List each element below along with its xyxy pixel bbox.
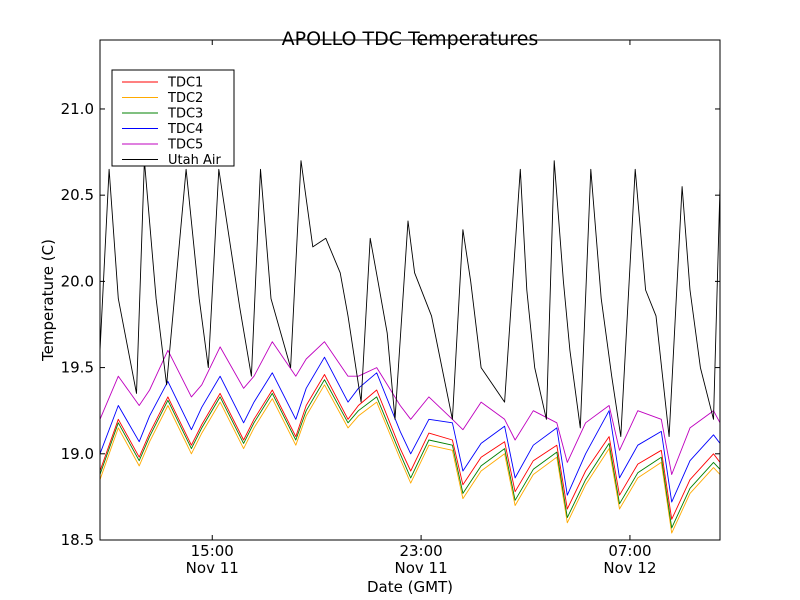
y-tick-label: 20.0 bbox=[61, 272, 94, 290]
x-tick-time-label: 15:00 bbox=[191, 542, 234, 560]
series-layer bbox=[99, 160, 721, 534]
legend-label: TDC3 bbox=[167, 107, 203, 122]
y-tick-label: 19.0 bbox=[61, 445, 94, 463]
x-tick-time-label: 23:00 bbox=[399, 542, 442, 560]
y-tick-label: 21.0 bbox=[61, 100, 94, 118]
series-line-tdc3 bbox=[99, 379, 721, 529]
y-tick-label: 19.5 bbox=[61, 359, 94, 377]
series-line-tdc5 bbox=[99, 341, 721, 475]
legend-label: TDC2 bbox=[167, 91, 203, 106]
chart-title: APOLLO TDC Temperatures bbox=[282, 28, 539, 50]
y-axis: 18.5 19.0 19.5 20.0 20.5 21.0 bbox=[61, 100, 720, 549]
legend-box bbox=[111, 69, 235, 167]
plot-frame bbox=[99, 39, 721, 541]
x-tick-date-label: Nov 12 bbox=[603, 559, 656, 577]
series-line-tdc2 bbox=[99, 384, 721, 534]
y-tick-label: 18.5 bbox=[61, 531, 94, 549]
y-tick-label: 20.5 bbox=[61, 186, 94, 204]
legend-label: TDC4 bbox=[167, 122, 203, 137]
x-tick-date-label: Nov 11 bbox=[395, 559, 448, 577]
x-tick-date-label: Nov 11 bbox=[186, 559, 239, 577]
y-axis-label: Temperature (C) bbox=[39, 239, 57, 362]
series-line-utah-air bbox=[99, 160, 721, 438]
series-line-tdc4 bbox=[99, 356, 721, 503]
x-tick-time-label: 07:00 bbox=[608, 542, 651, 560]
legend-label: TDC5 bbox=[167, 138, 203, 153]
series-line-tdc1 bbox=[99, 374, 721, 520]
x-axis-label: Date (GMT) bbox=[367, 578, 453, 596]
legend-label: Utah Air bbox=[168, 153, 221, 168]
legend-label: TDC1 bbox=[167, 76, 203, 91]
